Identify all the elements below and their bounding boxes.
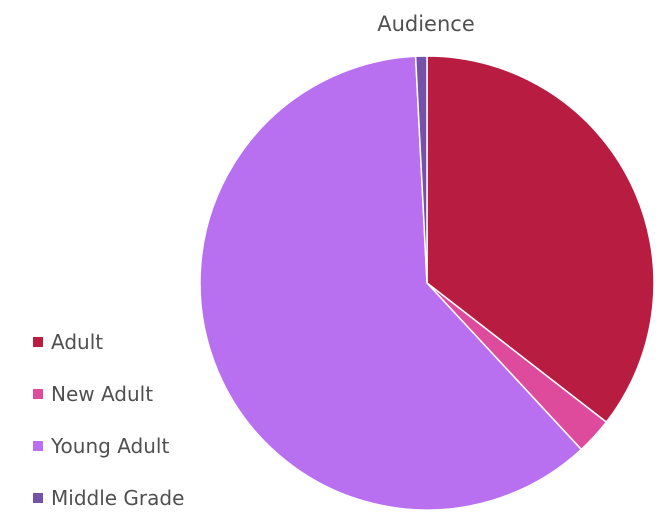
- legend-swatch: [33, 441, 43, 451]
- legend-swatch: [33, 389, 43, 399]
- legend-label: New Adult: [51, 382, 154, 406]
- legend-label: Middle Grade: [51, 486, 185, 510]
- legend: Adult New Adult Young Adult Middle Grade: [33, 316, 184, 524]
- legend-swatch: [33, 337, 43, 347]
- pie-slice-young-adult: [199, 55, 583, 511]
- legend-item-adult: Adult: [33, 316, 184, 368]
- legend-item-new-adult: New Adult: [33, 368, 184, 420]
- legend-label: Young Adult: [51, 434, 170, 458]
- legend-item-middle-grade: Middle Grade: [33, 472, 184, 524]
- legend-item-young-adult: Young Adult: [33, 420, 184, 472]
- legend-swatch: [33, 493, 43, 503]
- pie-slice-middle-grade: [414, 55, 428, 284]
- legend-label: Adult: [51, 330, 104, 354]
- chart-title: Audience: [377, 12, 475, 36]
- pie-slice-adult: [426, 55, 655, 424]
